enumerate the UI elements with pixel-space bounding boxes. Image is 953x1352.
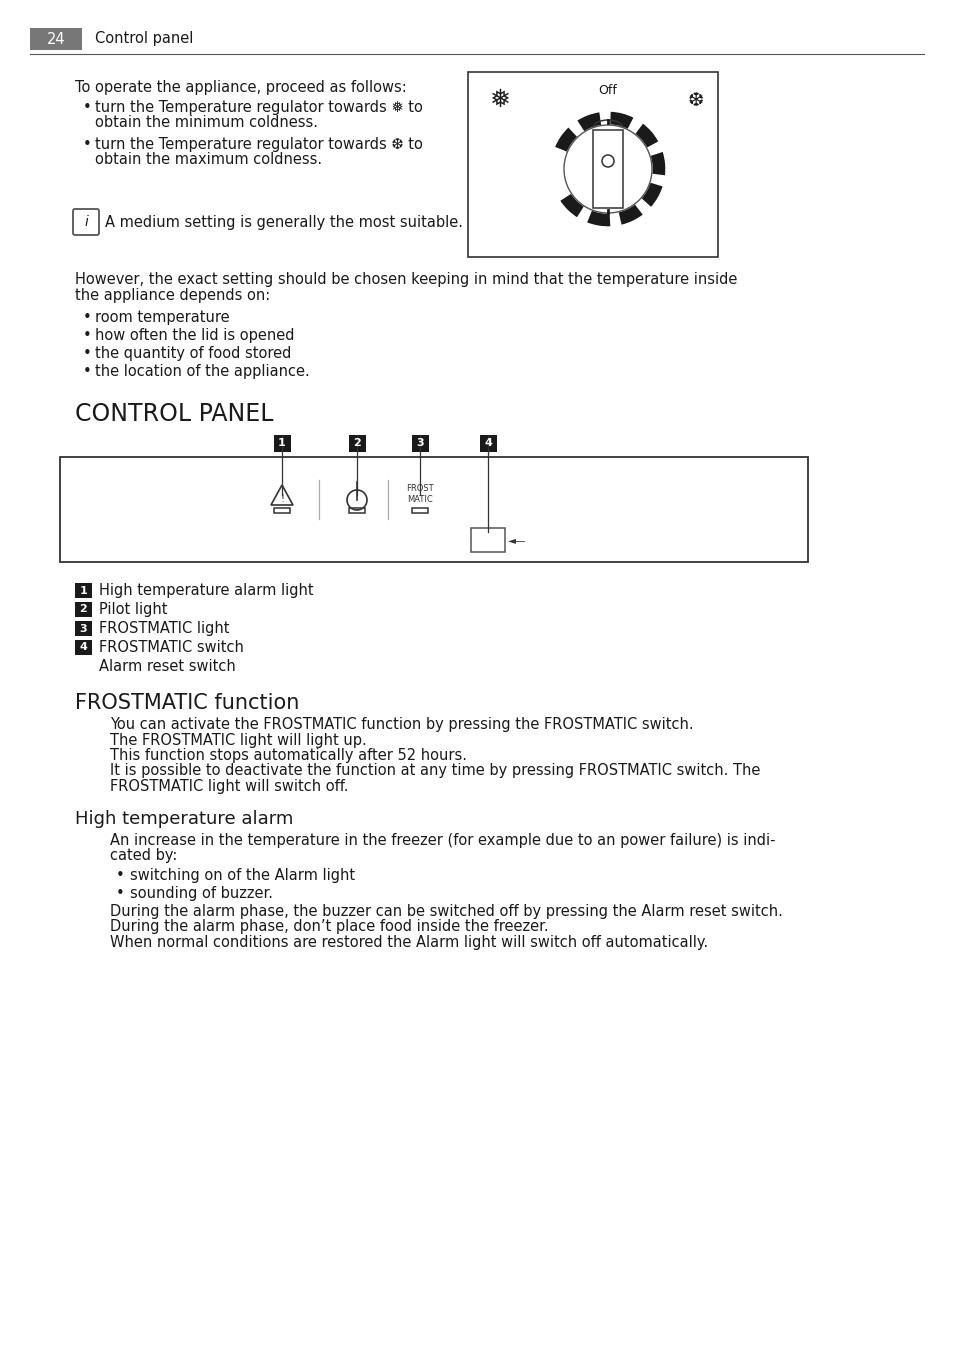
Bar bbox=[468, 72, 718, 257]
Text: 24: 24 bbox=[47, 31, 65, 46]
Text: 1: 1 bbox=[278, 438, 286, 448]
Text: CONTROL PANEL: CONTROL PANEL bbox=[75, 402, 274, 426]
Text: FROSTMATIC switch: FROSTMATIC switch bbox=[99, 639, 244, 654]
Text: •: • bbox=[83, 100, 91, 115]
Wedge shape bbox=[634, 123, 659, 149]
Text: 3: 3 bbox=[416, 438, 423, 448]
Text: 3: 3 bbox=[80, 623, 88, 634]
Text: You can activate the FROSTMATIC function by pressing the FROSTMATIC switch.: You can activate the FROSTMATIC function… bbox=[110, 717, 693, 731]
Text: the location of the appliance.: the location of the appliance. bbox=[95, 364, 310, 379]
Text: •: • bbox=[83, 137, 91, 151]
Text: •: • bbox=[116, 886, 125, 900]
Bar bbox=[412, 435, 429, 452]
Bar bbox=[75, 583, 91, 598]
Bar bbox=[75, 602, 91, 617]
Text: •: • bbox=[83, 310, 91, 324]
Circle shape bbox=[563, 124, 651, 214]
Wedge shape bbox=[554, 127, 578, 153]
Text: cated by:: cated by: bbox=[110, 848, 177, 863]
Wedge shape bbox=[576, 112, 601, 132]
Text: 4: 4 bbox=[483, 438, 492, 448]
Text: FROSTMATIC light will switch off.: FROSTMATIC light will switch off. bbox=[110, 779, 348, 794]
Text: However, the exact setting should be chosen keeping in mind that the temperature: However, the exact setting should be cho… bbox=[75, 272, 737, 287]
Text: Off: Off bbox=[598, 84, 617, 96]
Text: A medium setting is generally the most suitable.: A medium setting is generally the most s… bbox=[105, 215, 462, 230]
Text: ◄—: ◄— bbox=[507, 535, 526, 545]
Bar bbox=[412, 508, 428, 512]
Text: obtain the maximum coldness.: obtain the maximum coldness. bbox=[95, 151, 322, 168]
Bar bbox=[274, 508, 290, 512]
Text: FROSTMATIC light: FROSTMATIC light bbox=[99, 621, 230, 635]
Text: This function stops automatically after 52 hours.: This function stops automatically after … bbox=[110, 748, 467, 763]
Text: ❅: ❅ bbox=[489, 88, 510, 112]
Text: •: • bbox=[83, 346, 91, 361]
Text: switching on of the Alarm light: switching on of the Alarm light bbox=[130, 868, 355, 883]
Bar bbox=[75, 639, 91, 654]
Wedge shape bbox=[640, 183, 662, 208]
Text: FROSTMATIC function: FROSTMATIC function bbox=[75, 694, 299, 713]
Text: the quantity of food stored: the quantity of food stored bbox=[95, 346, 291, 361]
Text: When normal conditions are restored the Alarm light will switch off automaticall: When normal conditions are restored the … bbox=[110, 936, 707, 950]
Text: how often the lid is opened: how often the lid is opened bbox=[95, 329, 294, 343]
Text: FROST
MATIC: FROST MATIC bbox=[406, 484, 434, 503]
Text: High temperature alarm light: High temperature alarm light bbox=[99, 583, 314, 598]
Text: room temperature: room temperature bbox=[95, 310, 230, 324]
Bar bbox=[75, 621, 91, 635]
Wedge shape bbox=[618, 204, 643, 226]
Text: sounding of buzzer.: sounding of buzzer. bbox=[130, 886, 273, 900]
Text: Alarm reset switch: Alarm reset switch bbox=[99, 658, 235, 675]
Bar bbox=[60, 457, 807, 562]
Bar bbox=[30, 28, 82, 50]
Text: •: • bbox=[83, 329, 91, 343]
Text: turn the Temperature regulator towards ❅ to: turn the Temperature regulator towards ❅… bbox=[95, 100, 422, 115]
Text: It is possible to deactivate the function at any time by pressing FROSTMATIC swi: It is possible to deactivate the functio… bbox=[110, 764, 760, 779]
Text: •: • bbox=[83, 364, 91, 379]
Text: High temperature alarm: High temperature alarm bbox=[75, 810, 294, 829]
Bar bbox=[593, 130, 622, 208]
Text: turn the Temperature regulator towards ❆ to: turn the Temperature regulator towards ❆… bbox=[95, 137, 422, 151]
Bar bbox=[471, 529, 504, 552]
Text: •: • bbox=[116, 868, 125, 883]
FancyBboxPatch shape bbox=[73, 210, 99, 235]
Text: 2: 2 bbox=[79, 604, 88, 615]
Bar bbox=[349, 435, 366, 452]
Wedge shape bbox=[609, 111, 634, 130]
Text: Control panel: Control panel bbox=[95, 31, 193, 46]
Text: 4: 4 bbox=[79, 642, 88, 653]
Text: i: i bbox=[84, 215, 88, 228]
Text: During the alarm phase, don’t place food inside the freezer.: During the alarm phase, don’t place food… bbox=[110, 919, 548, 934]
Bar bbox=[349, 508, 365, 512]
Text: 1: 1 bbox=[79, 585, 88, 595]
Text: An increase in the temperature in the freezer (for example due to an power failu: An increase in the temperature in the fr… bbox=[110, 833, 775, 848]
Text: The FROSTMATIC light will light up.: The FROSTMATIC light will light up. bbox=[110, 733, 366, 748]
Text: 2: 2 bbox=[353, 438, 360, 448]
Text: ❆: ❆ bbox=[687, 91, 703, 110]
Text: obtain the minimum coldness.: obtain the minimum coldness. bbox=[95, 115, 317, 130]
Bar bbox=[274, 435, 291, 452]
Text: During the alarm phase, the buzzer can be switched off by pressing the Alarm res: During the alarm phase, the buzzer can b… bbox=[110, 904, 782, 919]
Text: !: ! bbox=[280, 493, 284, 504]
Text: Pilot light: Pilot light bbox=[99, 602, 168, 617]
Wedge shape bbox=[558, 193, 584, 218]
Text: To operate the appliance, proceed as follows:: To operate the appliance, proceed as fol… bbox=[75, 80, 406, 95]
Text: the appliance depends on:: the appliance depends on: bbox=[75, 288, 270, 303]
Wedge shape bbox=[649, 151, 665, 176]
Bar bbox=[479, 435, 497, 452]
Wedge shape bbox=[586, 210, 610, 227]
